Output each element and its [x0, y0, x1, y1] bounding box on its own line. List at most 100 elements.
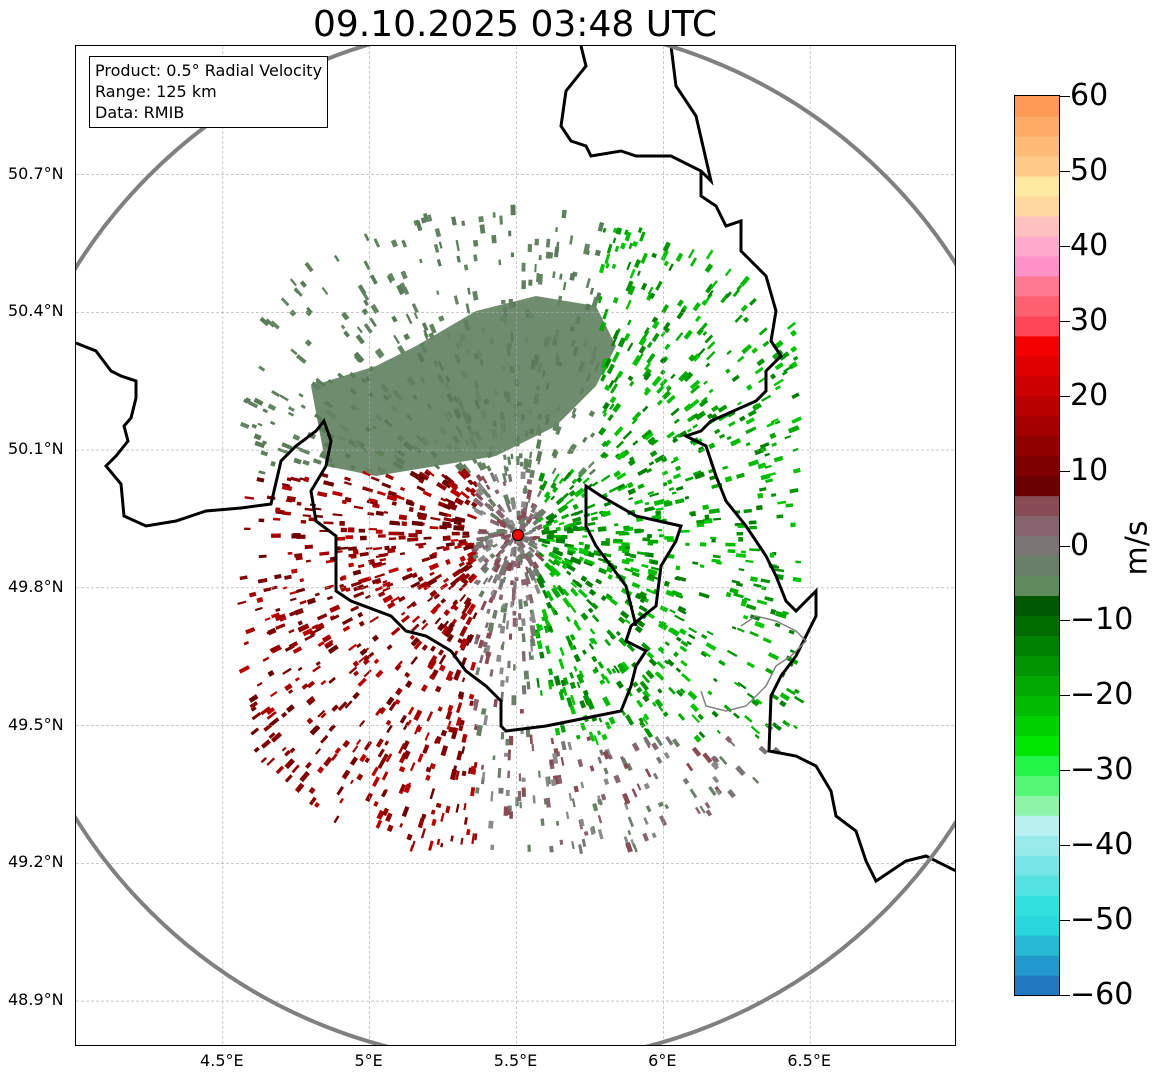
echo-pixel — [520, 578, 527, 586]
echo-pixel — [415, 529, 422, 535]
echo-pixel — [353, 351, 365, 364]
echo-pixel — [365, 547, 373, 550]
echo-pixel — [506, 562, 513, 572]
echo-pixel — [492, 755, 496, 761]
echo-pixel — [627, 285, 636, 296]
echo-pixel — [360, 585, 369, 591]
echo-pixel — [498, 594, 504, 601]
echo-pixel — [525, 556, 535, 567]
echo-pixel — [457, 461, 466, 471]
echo-pixel — [512, 617, 518, 627]
echo-pixel — [737, 681, 747, 690]
echo-pixel — [479, 462, 488, 471]
echo-pixel — [482, 641, 488, 648]
echo-pixel — [412, 394, 418, 400]
radar-map[interactable] — [75, 45, 956, 1046]
echo-pixel — [402, 749, 411, 760]
echo-pixel — [592, 481, 599, 487]
echo-pixel — [624, 567, 634, 573]
echo-pixel — [748, 520, 757, 525]
echo-pixel — [256, 477, 265, 483]
echo-pixel — [309, 724, 321, 736]
echo-pixel — [691, 714, 700, 724]
echo-pixel — [654, 671, 661, 678]
echo-pixel — [498, 259, 502, 266]
echo-pixel — [770, 608, 777, 615]
echo-pixel — [399, 552, 406, 556]
echo-pixel — [609, 403, 615, 410]
echo-pixel — [298, 392, 304, 398]
echo-pixel — [689, 788, 698, 799]
echo-pixel — [792, 576, 802, 583]
echo-pixel — [481, 327, 486, 334]
echo-pixel — [792, 447, 799, 452]
echo-pixel — [485, 632, 492, 639]
echo-pixel — [581, 649, 587, 655]
echo-pixel — [493, 388, 498, 397]
echo-pixel — [761, 586, 767, 591]
radar-site-marker[interactable] — [511, 529, 524, 542]
echo-pixel — [637, 483, 645, 490]
echo-pixel — [666, 394, 676, 404]
echo-pixel — [736, 284, 743, 291]
echo-pixel — [410, 623, 420, 632]
echo-pixel — [701, 299, 708, 306]
echo-pixel — [446, 332, 451, 341]
echo-pixel — [302, 459, 310, 466]
echo-pixel — [545, 624, 551, 633]
echo-pixel — [289, 278, 298, 287]
echo-pixel — [472, 290, 479, 301]
echo-pixel — [518, 626, 524, 632]
echo-pixel — [499, 215, 503, 225]
echo-pixel — [410, 636, 420, 647]
echo-pixel — [390, 626, 401, 636]
echo-pixel — [534, 508, 546, 520]
echo-pixel — [400, 282, 408, 293]
echo-pixel — [422, 744, 430, 754]
echo-pixel — [588, 643, 595, 650]
echo-pixel — [449, 768, 458, 781]
echo-pixel — [618, 545, 624, 552]
echo-pixel — [377, 534, 386, 538]
echo-pixel — [429, 589, 438, 598]
echo-pixel — [759, 487, 767, 492]
echo-pixel — [675, 252, 684, 262]
lon-tick-label: 6°E — [648, 1051, 677, 1070]
echo-pixel — [455, 342, 460, 350]
echo-pixel — [465, 439, 470, 446]
echo-pixel — [263, 587, 272, 593]
echo-pixel — [467, 287, 471, 295]
echo-pixel — [579, 387, 585, 395]
echo-pixel — [244, 496, 255, 500]
velocity-echoes — [237, 204, 805, 855]
echo-pixel — [437, 622, 446, 632]
echo-pixel — [662, 241, 671, 253]
lon-tick-label: 5.5°E — [493, 1051, 538, 1070]
echo-pixel — [483, 714, 489, 726]
echo-pixel — [651, 742, 659, 751]
echo-pixel — [555, 497, 564, 506]
echo-pixel — [425, 774, 431, 781]
echo-pixel — [438, 654, 447, 665]
echo-pixel — [556, 404, 561, 411]
echo-pixel — [264, 617, 271, 622]
echo-pixel — [660, 369, 666, 376]
echo-pixel — [566, 528, 573, 533]
echo-pixel — [515, 436, 520, 447]
echo-pixel — [569, 235, 574, 245]
echo-pixel — [679, 609, 687, 615]
colorbar-swatch — [1015, 795, 1059, 816]
echo-pixel — [528, 651, 532, 660]
echo-pixel — [670, 407, 680, 417]
echo-pixel — [494, 489, 500, 495]
echo-pixel — [555, 241, 560, 251]
echo-pixel — [500, 680, 505, 687]
echo-pixel — [485, 484, 491, 491]
echo-pixel — [566, 550, 574, 556]
echo-pixel — [445, 710, 453, 720]
echo-pixel — [642, 716, 649, 725]
echo-pixel — [442, 545, 450, 552]
echo-pixel — [438, 426, 448, 436]
echo-pixel — [602, 750, 610, 760]
echo-pixel — [260, 450, 269, 457]
